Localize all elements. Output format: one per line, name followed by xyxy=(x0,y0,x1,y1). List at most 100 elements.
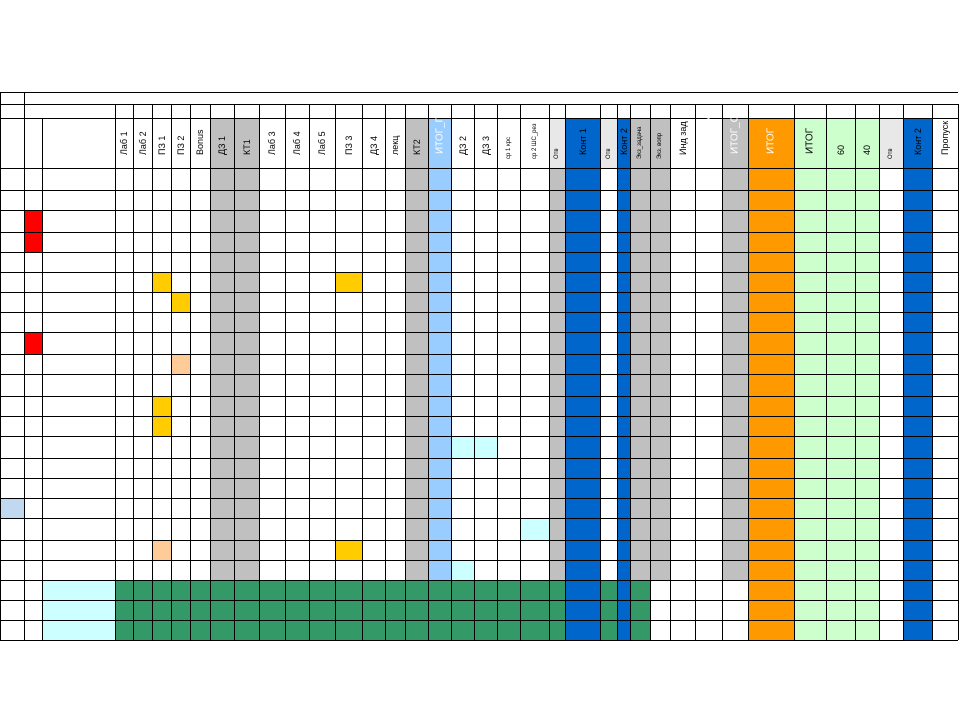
grade-cell[interactable] xyxy=(234,292,259,312)
summary-cell[interactable] xyxy=(617,580,630,600)
grade-cell[interactable] xyxy=(630,518,650,540)
summary-cell[interactable] xyxy=(405,580,428,600)
grade-cell[interactable] xyxy=(362,332,385,354)
grade-cell[interactable] xyxy=(428,312,451,332)
grade-cell[interactable] xyxy=(932,210,958,232)
grade-cell[interactable] xyxy=(362,560,385,580)
grade-cell[interactable] xyxy=(565,168,600,190)
grade-cell[interactable] xyxy=(794,518,826,540)
grade-cell[interactable] xyxy=(115,396,133,416)
grade-cell[interactable] xyxy=(115,292,133,312)
grade-cell[interactable] xyxy=(826,190,855,210)
grade-cell[interactable] xyxy=(171,210,190,232)
summary-cell[interactable] xyxy=(451,580,474,600)
grade-cell[interactable] xyxy=(670,292,695,312)
grade-cell[interactable] xyxy=(650,540,670,560)
grade-cell[interactable] xyxy=(362,168,385,190)
grade-cell[interactable] xyxy=(932,168,958,190)
grade-cell[interactable] xyxy=(285,210,309,232)
grade-cell[interactable] xyxy=(362,354,385,374)
grade-cell[interactable] xyxy=(115,312,133,332)
column-header[interactable]: Лаб 4 xyxy=(285,118,309,168)
grade-cell[interactable] xyxy=(234,458,259,478)
grade-cell[interactable] xyxy=(855,332,879,354)
grade-cell[interactable] xyxy=(826,458,855,478)
grade-cell[interactable] xyxy=(903,540,932,560)
grade-cell[interactable] xyxy=(549,436,565,458)
grade-cell[interactable] xyxy=(630,190,650,210)
summary-cell[interactable] xyxy=(171,600,190,620)
column-header[interactable]: ДЗ 3 xyxy=(474,118,497,168)
grade-cell[interactable] xyxy=(190,436,210,458)
grade-cell[interactable] xyxy=(133,252,152,272)
grade-cell[interactable] xyxy=(670,478,695,498)
summary-cell[interactable] xyxy=(115,600,133,620)
grade-cell[interactable] xyxy=(855,560,879,580)
grade-cell[interactable] xyxy=(600,210,617,232)
grade-cell[interactable] xyxy=(670,498,695,518)
row-number[interactable] xyxy=(0,332,24,354)
student-name[interactable] xyxy=(42,416,115,436)
grade-cell[interactable] xyxy=(171,232,190,252)
grade-cell[interactable] xyxy=(565,540,600,560)
grade-cell[interactable] xyxy=(152,498,171,518)
summary-cell[interactable] xyxy=(520,580,549,600)
grade-cell[interactable] xyxy=(903,190,932,210)
grade-cell[interactable] xyxy=(234,374,259,396)
grade-cell[interactable] xyxy=(285,168,309,190)
grade-cell[interactable] xyxy=(152,436,171,458)
grade-cell[interactable] xyxy=(549,498,565,518)
summary-cell[interactable] xyxy=(210,580,234,600)
grade-cell[interactable] xyxy=(309,458,335,478)
grade-cell[interactable] xyxy=(630,292,650,312)
column-header[interactable]: Лаб 3 xyxy=(259,118,285,168)
grade-cell[interactable] xyxy=(722,354,748,374)
summary-cell[interactable] xyxy=(474,620,497,640)
grade-cell[interactable] xyxy=(670,168,695,190)
grade-cell[interactable] xyxy=(285,292,309,312)
grade-cell[interactable] xyxy=(362,292,385,312)
summary-cell[interactable] xyxy=(152,620,171,640)
grade-cell[interactable] xyxy=(259,458,285,478)
grade-cell[interactable] xyxy=(600,272,617,292)
grade-cell[interactable] xyxy=(171,354,190,374)
grade-cell[interactable] xyxy=(695,374,722,396)
grade-cell[interactable] xyxy=(932,436,958,458)
grade-cell[interactable] xyxy=(826,292,855,312)
grade-cell[interactable] xyxy=(497,560,520,580)
summary-cell[interactable] xyxy=(309,600,335,620)
grade-cell[interactable] xyxy=(549,210,565,232)
grade-cell[interactable] xyxy=(670,332,695,354)
grade-cell[interactable] xyxy=(428,518,451,540)
grade-cell[interactable] xyxy=(695,232,722,252)
grade-cell[interactable] xyxy=(385,478,405,498)
grade-cell[interactable] xyxy=(903,374,932,396)
grade-cell[interactable] xyxy=(133,458,152,478)
grade-cell[interactable] xyxy=(309,312,335,332)
grade-cell[interactable] xyxy=(335,396,362,416)
grade-cell[interactable] xyxy=(826,540,855,560)
grade-cell[interactable] xyxy=(309,374,335,396)
summary-cell[interactable] xyxy=(152,580,171,600)
grade-cell[interactable] xyxy=(497,210,520,232)
grade-cell[interactable] xyxy=(903,416,932,436)
grade-cell[interactable] xyxy=(385,252,405,272)
grade-cell[interactable] xyxy=(600,416,617,436)
grade-cell[interactable] xyxy=(190,518,210,540)
grade-cell[interactable] xyxy=(794,540,826,560)
grade-cell[interactable] xyxy=(722,168,748,190)
grade-cell[interactable] xyxy=(695,354,722,374)
grade-cell[interactable] xyxy=(617,374,630,396)
grade-cell[interactable] xyxy=(428,498,451,518)
row-number[interactable] xyxy=(0,92,24,104)
grade-cell[interactable] xyxy=(794,416,826,436)
grade-cell[interactable] xyxy=(152,232,171,252)
grade-cell[interactable] xyxy=(826,374,855,396)
grade-cell[interactable] xyxy=(405,436,428,458)
grade-cell[interactable] xyxy=(617,168,630,190)
grade-cell[interactable] xyxy=(670,252,695,272)
grade-cell[interactable] xyxy=(309,272,335,292)
grade-cell[interactable] xyxy=(285,252,309,272)
grade-cell[interactable] xyxy=(565,190,600,210)
grade-cell[interactable] xyxy=(722,560,748,580)
